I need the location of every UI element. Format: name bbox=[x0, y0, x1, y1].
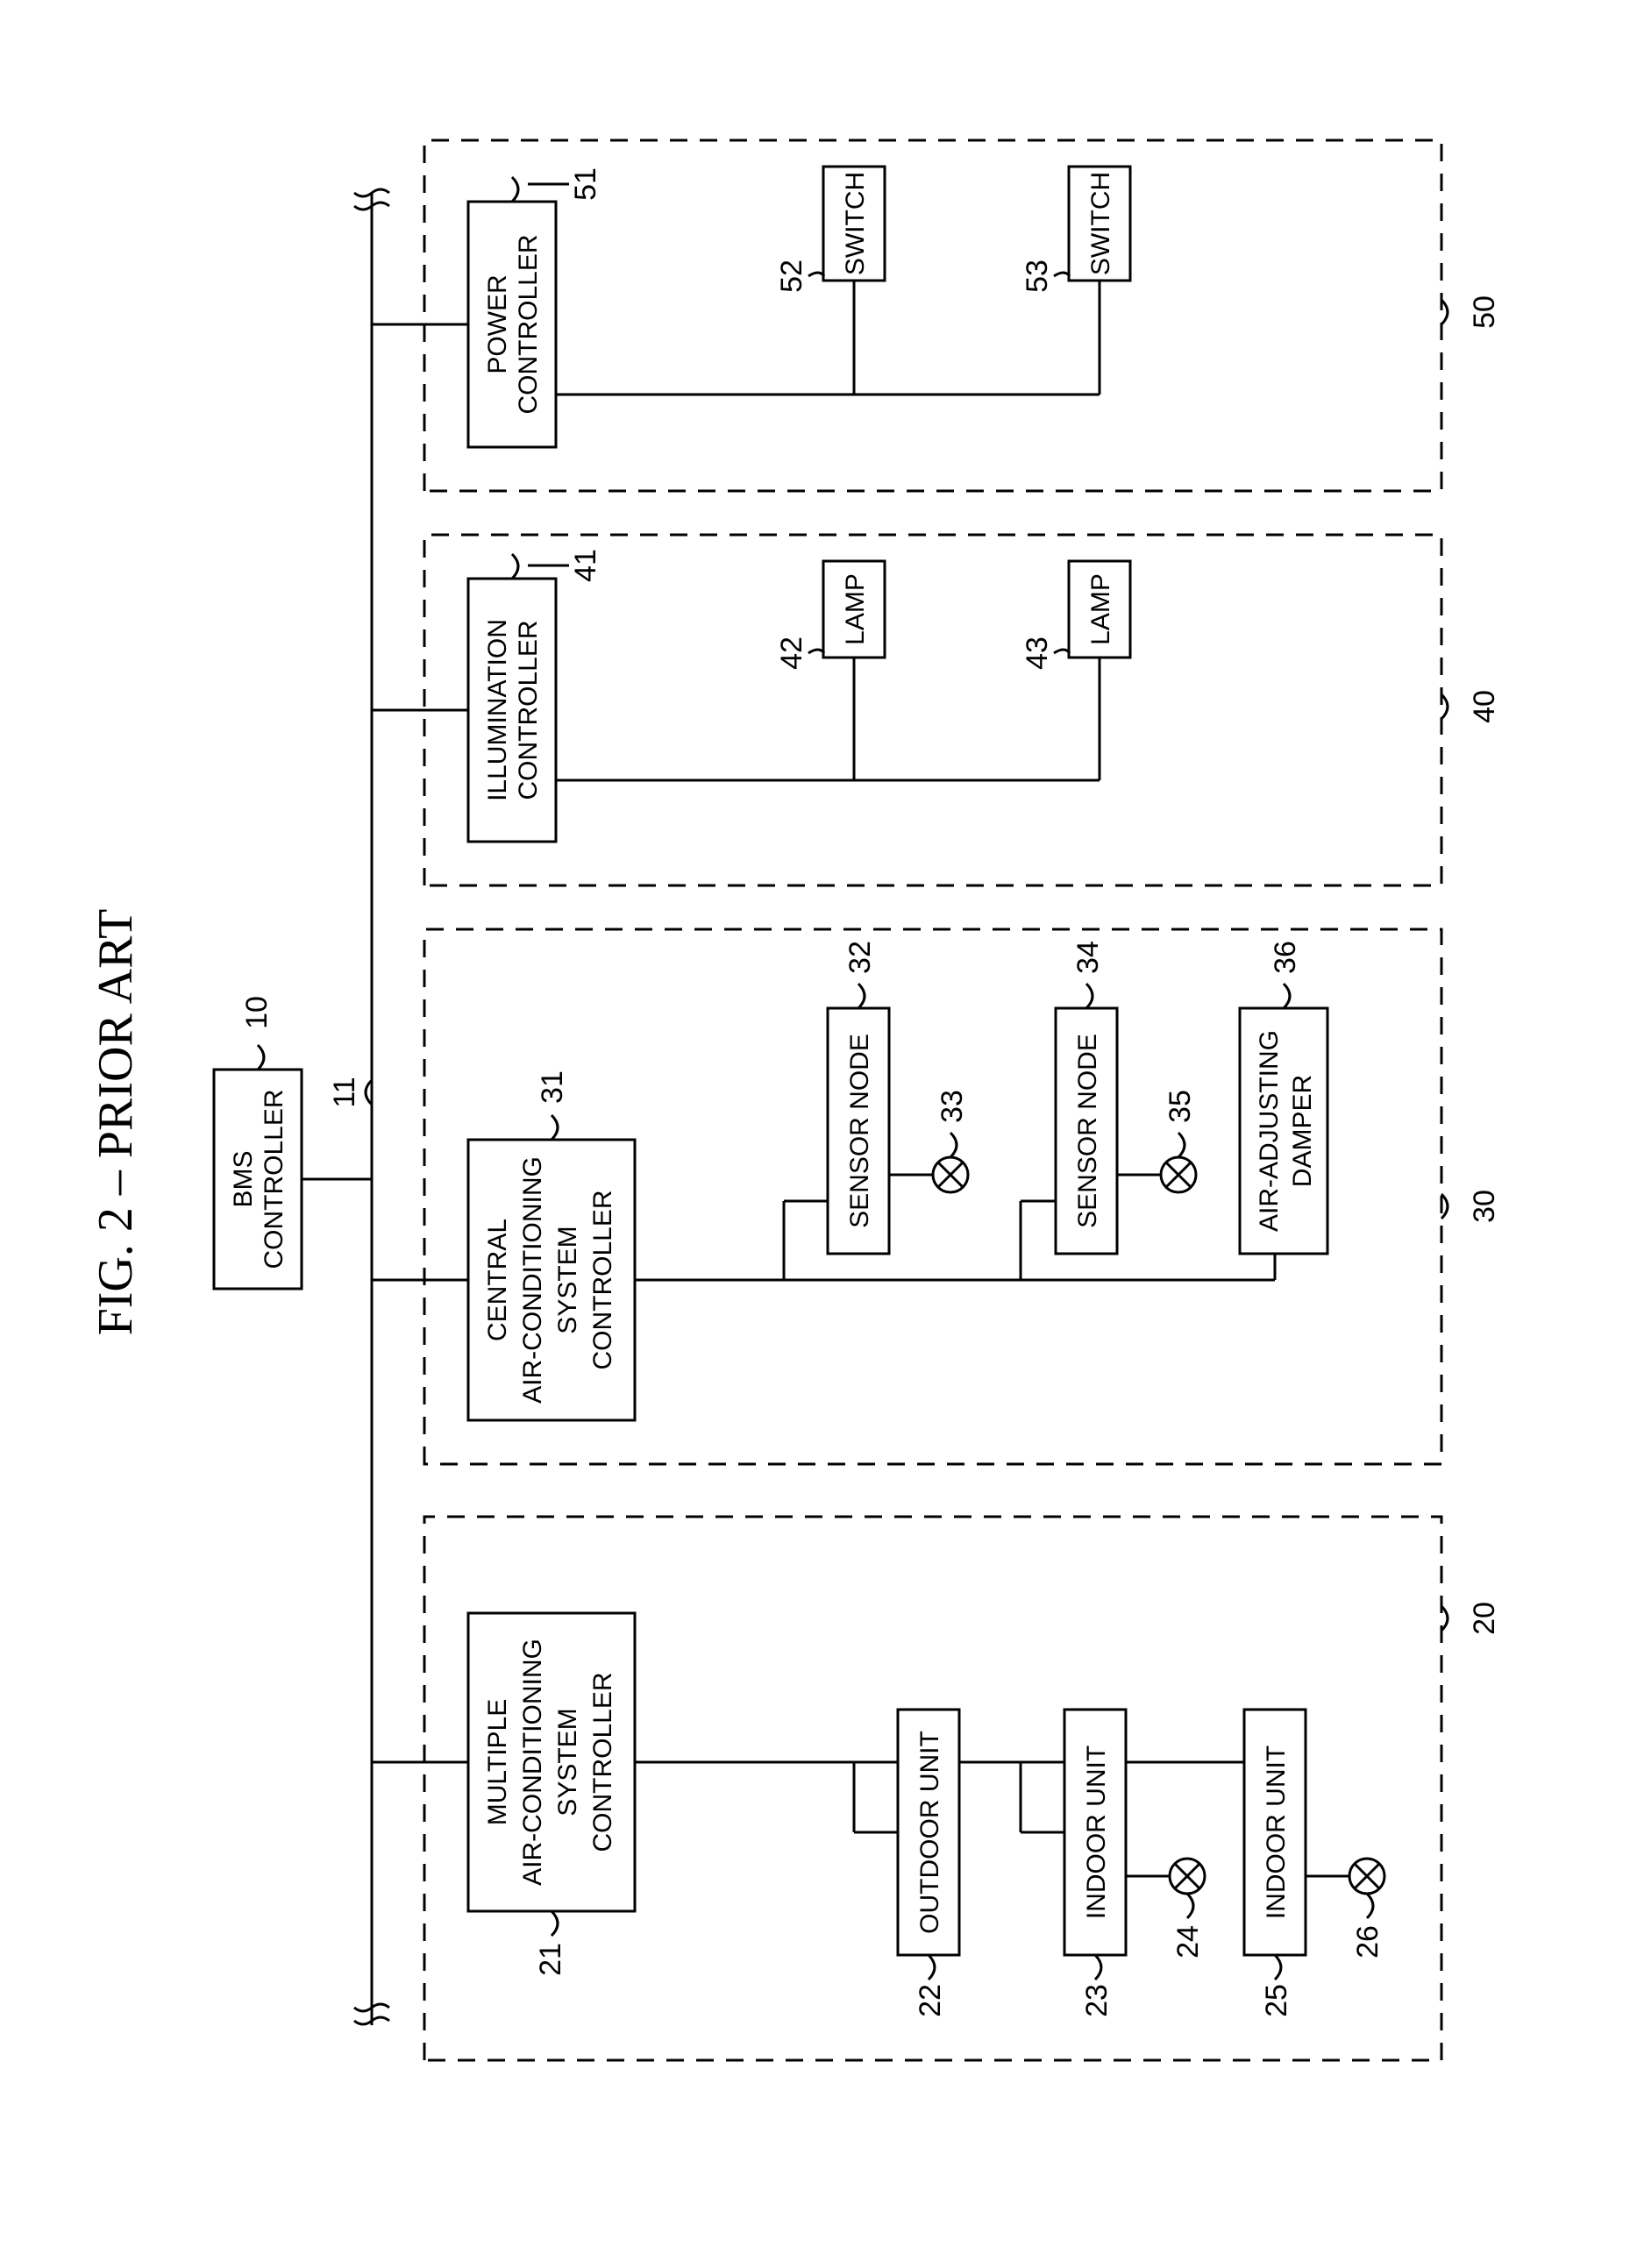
ref-32: 32 bbox=[843, 941, 877, 974]
ref-21: 21 bbox=[534, 1943, 567, 1976]
svg-text:CENTRAL: CENTRAL bbox=[483, 1219, 512, 1341]
valve-icon bbox=[1161, 1157, 1196, 1192]
svg-text:ILLUMINATION: ILLUMINATION bbox=[483, 619, 512, 801]
svg-text:INDOOR UNIT: INDOOR UNIT bbox=[1082, 1745, 1111, 1919]
ref-43: 43 bbox=[1021, 636, 1054, 670]
ref-42: 42 bbox=[775, 636, 808, 670]
diagram-wrapper: FIG. 2 – PRIOR ART BMS CONTROLLER 10 11 … bbox=[88, 70, 1578, 2174]
group-30-ref: 30 bbox=[1468, 1190, 1501, 1223]
bus-ref: 11 bbox=[328, 1077, 361, 1107]
valve-icon bbox=[1349, 1859, 1384, 1894]
svg-text:SWITCH: SWITCH bbox=[1086, 172, 1115, 275]
svg-text:MULTIPLE: MULTIPLE bbox=[483, 1699, 512, 1825]
block-diagram: BMS CONTROLLER 10 11 20 MULTIPLE AIR-CON… bbox=[179, 70, 1538, 2174]
ref-36: 36 bbox=[1269, 941, 1302, 974]
ref-34: 34 bbox=[1071, 941, 1105, 974]
ref-22: 22 bbox=[914, 1984, 947, 2017]
svg-text:AIR-CONDITIONING: AIR-CONDITIONING bbox=[518, 1639, 547, 1886]
svg-text:CONTROLLER: CONTROLLER bbox=[588, 1190, 617, 1369]
ref-41: 41 bbox=[569, 549, 602, 582]
ref-24: 24 bbox=[1171, 1925, 1205, 1959]
group-20-ref: 20 bbox=[1468, 1602, 1501, 1635]
ref-52: 52 bbox=[775, 260, 808, 293]
illumination-controller bbox=[468, 579, 556, 842]
ref-33: 33 bbox=[936, 1090, 969, 1123]
ref-25: 25 bbox=[1260, 1984, 1293, 2017]
bms-controller-box: BMS CONTROLLER bbox=[214, 1070, 302, 1289]
ref-53: 53 bbox=[1021, 260, 1054, 293]
svg-text:LAMP: LAMP bbox=[1086, 573, 1115, 645]
svg-text:SYSTEM: SYSTEM bbox=[553, 1226, 582, 1333]
bms-ref: 10 bbox=[240, 996, 274, 1029]
svg-text:POWER: POWER bbox=[483, 274, 512, 373]
ref-35: 35 bbox=[1164, 1090, 1197, 1123]
svg-text:INDOOR UNIT: INDOOR UNIT bbox=[1262, 1745, 1291, 1919]
group-illumination bbox=[424, 535, 1441, 885]
svg-text:CONTROLLER: CONTROLLER bbox=[588, 1672, 617, 1852]
ref-31: 31 bbox=[536, 1070, 569, 1104]
svg-text:DAMPER: DAMPER bbox=[1288, 1075, 1317, 1187]
ref-26: 26 bbox=[1351, 1925, 1384, 1959]
svg-text:SENSOR NODE: SENSOR NODE bbox=[845, 1034, 874, 1228]
bms-label-2: CONTROLLER bbox=[260, 1089, 288, 1269]
svg-text:CONTROLLER: CONTROLLER bbox=[514, 234, 543, 414]
ref-51: 51 bbox=[569, 167, 602, 201]
valve-icon bbox=[1170, 1859, 1205, 1894]
svg-text:LAMP: LAMP bbox=[841, 573, 870, 645]
ref-23: 23 bbox=[1080, 1984, 1114, 2017]
power-controller bbox=[468, 202, 556, 447]
group-50-ref: 50 bbox=[1468, 295, 1501, 329]
bms-label-1: BMS bbox=[229, 1150, 258, 1207]
svg-text:SYSTEM: SYSTEM bbox=[553, 1708, 582, 1816]
svg-text:SWITCH: SWITCH bbox=[841, 172, 870, 275]
svg-text:CONTROLLER: CONTROLLER bbox=[514, 620, 543, 800]
svg-text:SENSOR NODE: SENSOR NODE bbox=[1073, 1034, 1102, 1228]
valve-icon bbox=[933, 1157, 968, 1192]
svg-text:AIR-CONDITIONING: AIR-CONDITIONING bbox=[518, 1156, 547, 1404]
figure-title: FIG. 2 – PRIOR ART bbox=[88, 70, 144, 2174]
group-40-ref: 40 bbox=[1468, 690, 1501, 723]
svg-text:AIR-ADJUSTING: AIR-ADJUSTING bbox=[1255, 1030, 1284, 1232]
svg-text:OUTDOOR UNIT: OUTDOOR UNIT bbox=[915, 1731, 944, 1934]
